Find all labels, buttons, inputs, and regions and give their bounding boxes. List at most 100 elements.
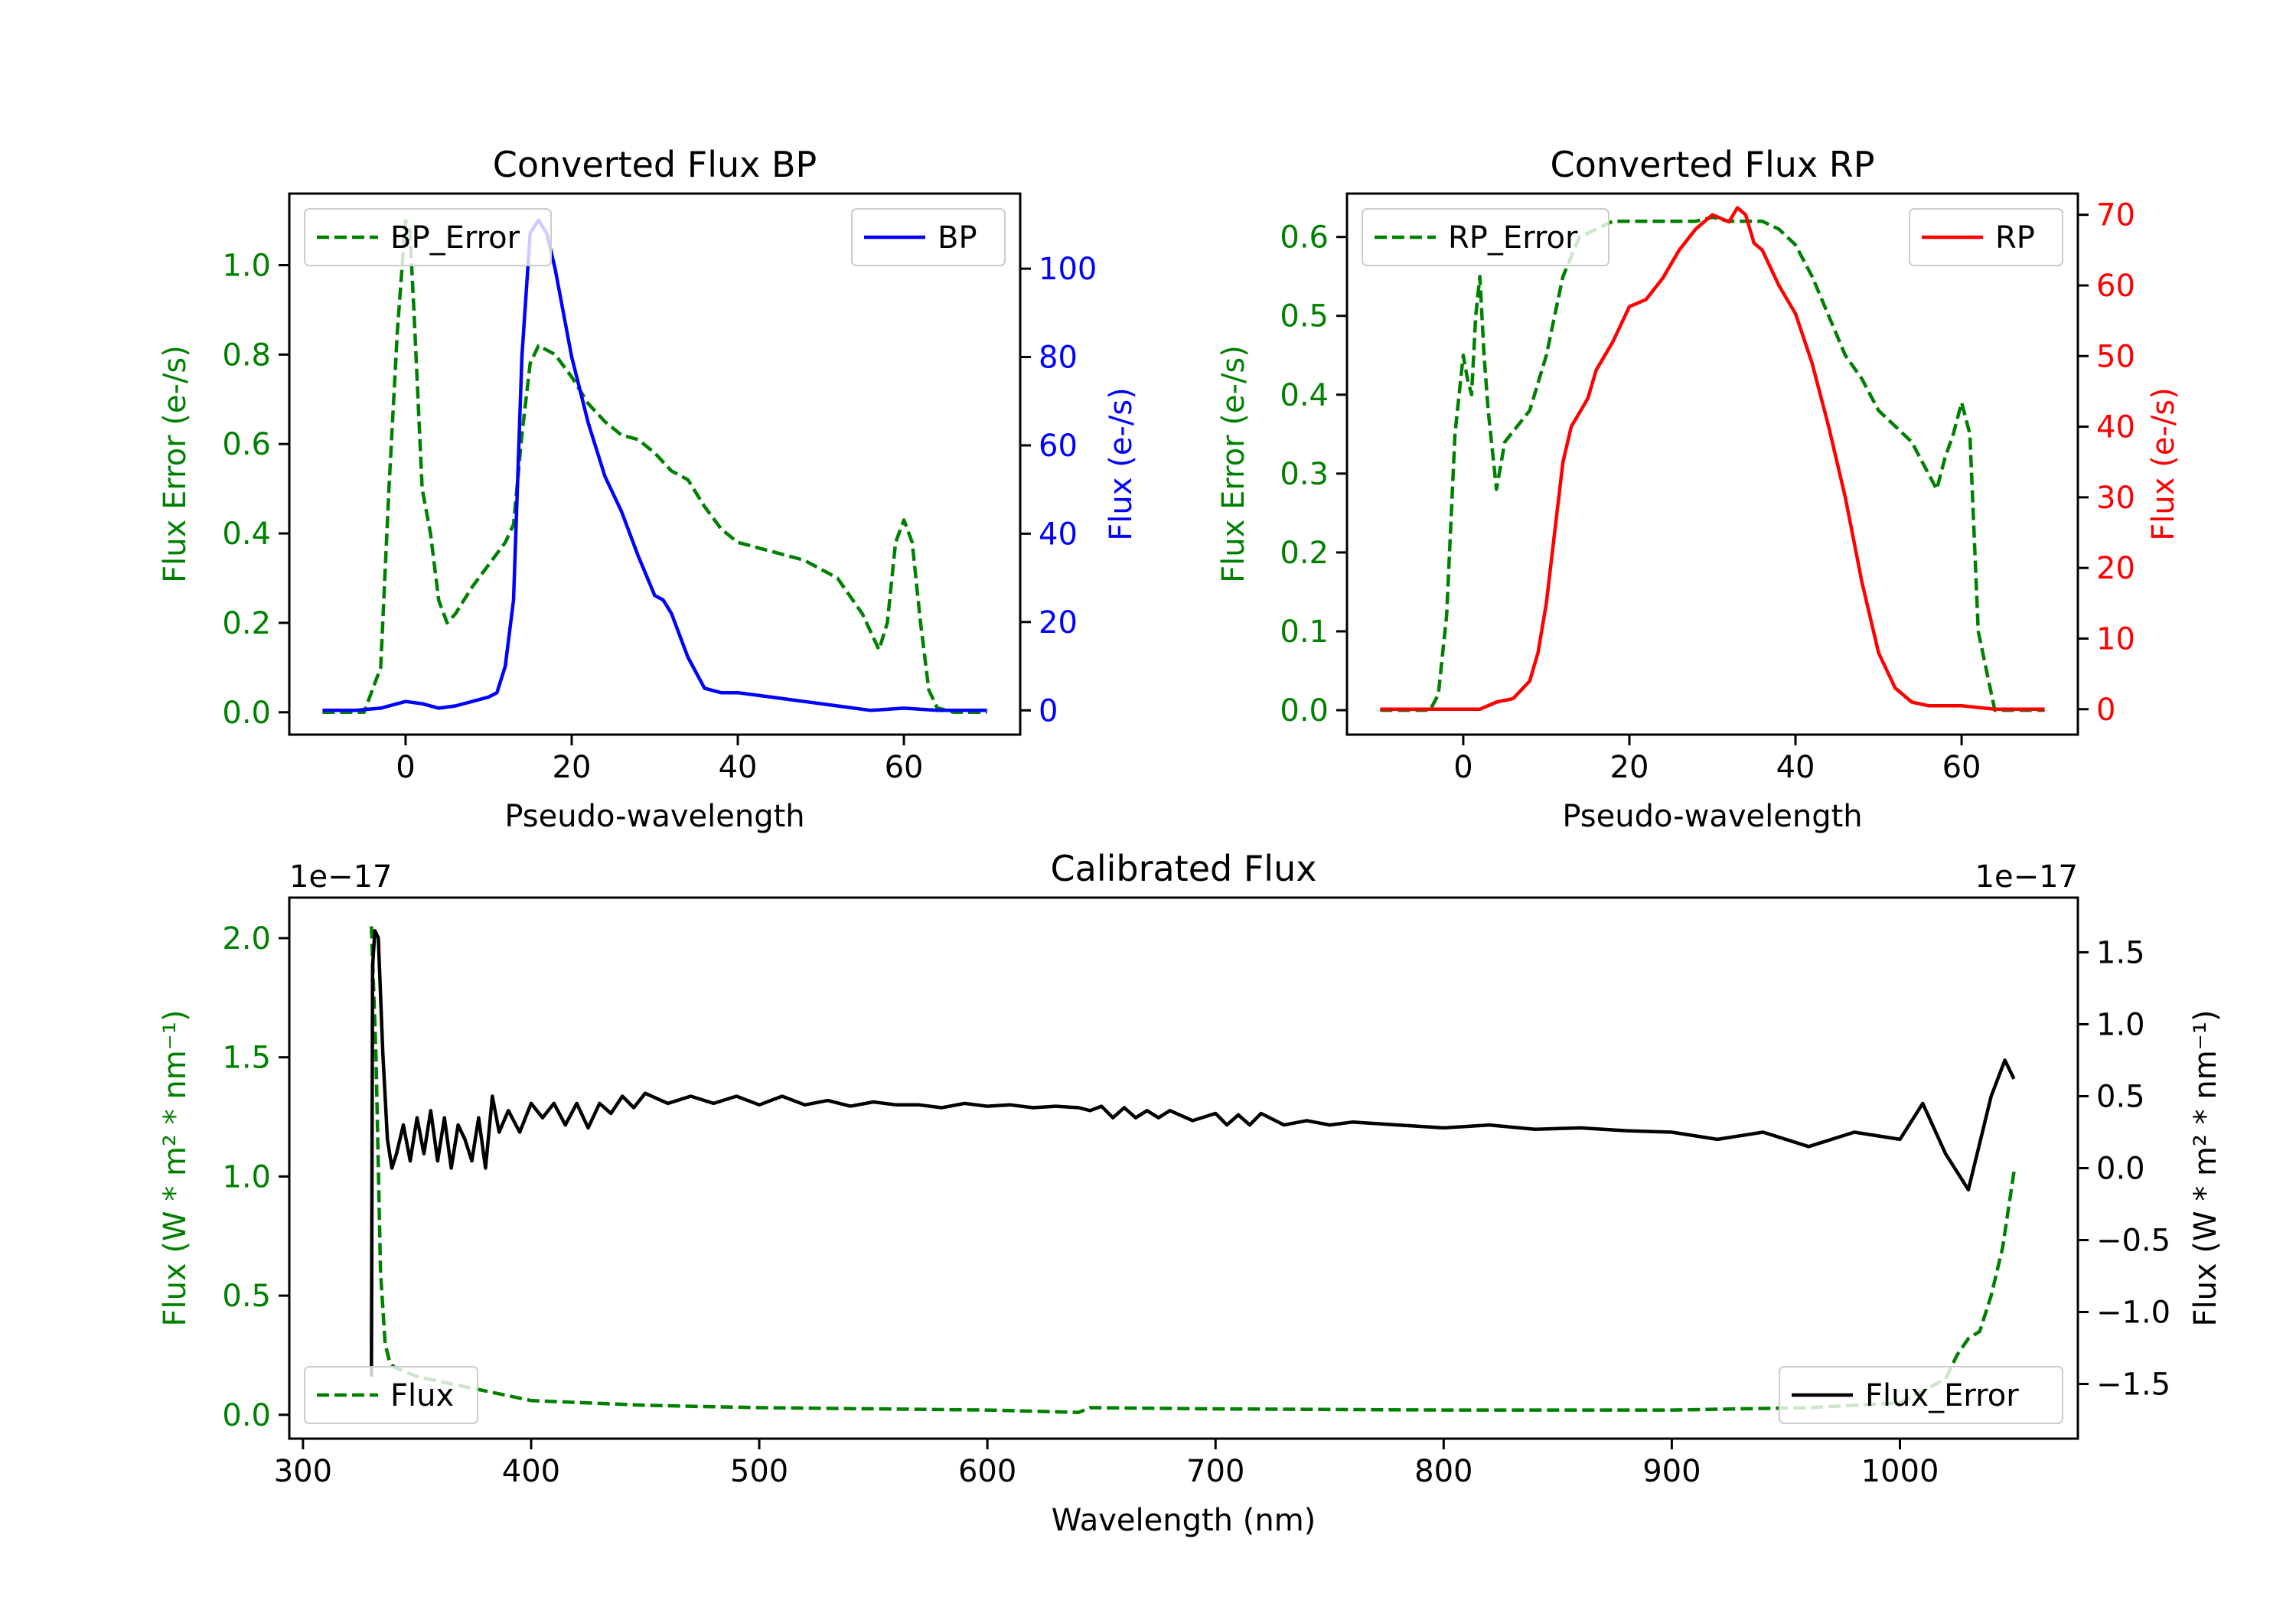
- right-y-tick-label: 0: [2096, 693, 2115, 728]
- legend-label: BP: [938, 220, 977, 256]
- left-y-tick-label: 2.0: [222, 921, 271, 957]
- right-y-axis-label: Flux (e-/s): [2146, 387, 2181, 540]
- legend-box: [1362, 208, 1609, 266]
- left-y-tick-label: 0.3: [1280, 457, 1329, 492]
- legend-bp: BP: [851, 208, 1006, 266]
- left-y-tick-label: 0.0: [222, 696, 271, 731]
- x-tick-label: 60: [885, 750, 924, 785]
- right-y-tick-label: 20: [2096, 551, 2135, 586]
- plot-frame: [288, 192, 1022, 736]
- right-y-tick-label: −1.0: [2096, 1296, 2170, 1331]
- x-tick-label: 60: [1942, 750, 1981, 785]
- x-axis-label: Pseudo-wavelength: [504, 799, 804, 834]
- legend-rp: RP: [1909, 208, 2063, 266]
- legend-label: RP_Error: [1448, 220, 1578, 256]
- right-y-tick-label: 40: [2096, 410, 2135, 445]
- series-line-flux: [370, 928, 2016, 1377]
- right-y-tick-label: 70: [2096, 198, 2135, 233]
- right-y-tick-label: 0.5: [2096, 1079, 2145, 1114]
- x-tick-label: 0: [1453, 750, 1473, 785]
- left-y-tick-label: 0.8: [222, 337, 271, 373]
- left-y-tick-label: 0.2: [1280, 536, 1329, 571]
- left-y-tick-label: 0.4: [1280, 378, 1329, 413]
- chart-title: Calibrated Flux: [1051, 848, 1317, 889]
- x-tick-label: 900: [1642, 1454, 1701, 1489]
- right-y-tick-label: −0.5: [2096, 1224, 2170, 1259]
- legend-rp-error: RP_Error: [1362, 208, 1609, 266]
- left-y-tick-label: 1.0: [222, 248, 271, 283]
- x-tick-label: 20: [1610, 750, 1649, 785]
- right-y-tick-label: 40: [1039, 517, 1078, 552]
- x-tick-label: 40: [1776, 750, 1815, 785]
- chart-title: Converted Flux RP: [1551, 144, 1875, 185]
- right-y-tick-label: −1.5: [2096, 1367, 2170, 1403]
- right-y-tick-label: 60: [1039, 429, 1078, 464]
- legend-bp-error: BP_Error: [304, 208, 552, 266]
- left-y-tick-label: 0.5: [1280, 299, 1329, 334]
- x-tick-label: 300: [274, 1454, 332, 1489]
- right-y-tick-label: 0.0: [2096, 1152, 2145, 1187]
- x-tick-label: 800: [1414, 1454, 1473, 1489]
- right-y-tick-label: 50: [2096, 339, 2135, 374]
- left-y-tick-label: 0.5: [222, 1279, 271, 1314]
- right-y-tick-label: 30: [2096, 481, 2135, 516]
- plot-frame: [1345, 192, 2079, 736]
- right-y-tick-label: 20: [1039, 605, 1078, 641]
- legend-label: Flux: [390, 1378, 454, 1413]
- left-y-tick-label: 0.4: [222, 517, 271, 552]
- chart-panel-3: 300 400 500 600 700 800 900 1000 0.0 0.5 1.0 1.5 2.0…: [158, 848, 2223, 1538]
- legend-label: Flux_Error: [1865, 1378, 2019, 1413]
- chart-panel-2: 0 20 40 60 0.0 0.1 0.2 0.3 0.4 0.5 0.6 0 10 20 30 40 50 6…: [1216, 144, 2181, 834]
- right-y-tick-label: 1.0: [2096, 1007, 2145, 1042]
- x-tick-label: 600: [958, 1454, 1016, 1489]
- left-y-tick-label: 0.2: [222, 606, 271, 641]
- legend-label: BP_Error: [390, 220, 520, 256]
- left-y-axis-label: Flux Error (e-/s): [158, 345, 193, 583]
- right-y-tick-label: 10: [2096, 621, 2135, 657]
- legend-flux-error: Flux_Error: [1779, 1366, 2063, 1424]
- legend-flux: Flux: [304, 1366, 478, 1424]
- x-axis-label: Wavelength (nm): [1052, 1503, 1316, 1538]
- series-line-flux-error: [370, 926, 2016, 1414]
- left-y-tick-label: 1.5: [222, 1041, 271, 1076]
- left-y-tick-label: 0.6: [222, 427, 271, 462]
- legend-box: [851, 208, 1006, 266]
- series-line-rp: [1380, 206, 2045, 712]
- x-tick-label: 20: [553, 750, 592, 785]
- series-line-rp-error: [1380, 215, 2045, 712]
- x-tick-label: 0: [396, 750, 415, 785]
- right-y-axis-label: Flux (W * m² * nm⁻¹): [2188, 1010, 2223, 1327]
- x-tick-label: 400: [502, 1454, 560, 1489]
- legend-box: [304, 208, 552, 266]
- right-y-tick-label: 60: [2096, 269, 2135, 304]
- x-tick-label: 1000: [1861, 1454, 1939, 1489]
- left-y-tick-label: 0.1: [1280, 614, 1329, 650]
- legend-box: [1779, 1366, 2063, 1424]
- chart-title: Converted Flux BP: [493, 144, 817, 185]
- legend-box: [304, 1366, 478, 1424]
- left-y-tick-label: 0.0: [222, 1398, 271, 1433]
- right-y-tick-label: 0: [1039, 693, 1058, 729]
- left-y-axis-label: Flux (W * m² * nm⁻¹): [158, 1010, 193, 1327]
- legend-box: [1909, 208, 2063, 266]
- left-y-tick-label: 0.0: [1280, 693, 1329, 729]
- series-line-bp-error: [322, 218, 987, 715]
- series-line-bp: [322, 218, 987, 712]
- legend-label: RP: [1995, 220, 2035, 256]
- left-y-axis-label: Flux Error (e-/s): [1216, 345, 1251, 583]
- left-y-tick-label: 0.6: [1280, 220, 1329, 256]
- right-y-tick-label: 100: [1039, 252, 1097, 287]
- right-offset-text: 1e−17: [1975, 859, 2078, 895]
- x-axis-label: Pseudo-wavelength: [1562, 799, 1862, 834]
- x-tick-label: 700: [1186, 1454, 1244, 1489]
- x-tick-label: 500: [730, 1454, 788, 1489]
- x-tick-label: 40: [719, 750, 758, 785]
- right-y-tick-label: 1.5: [2096, 935, 2145, 970]
- right-y-tick-label: 80: [1039, 341, 1078, 376]
- left-y-tick-label: 1.0: [222, 1159, 271, 1195]
- right-y-axis-label: Flux (e-/s): [1104, 387, 1139, 540]
- chart-panel-1: 0 20 40 60 0.0 0.2 0.4 0.6 0.8 1.0 0 20 40 60 80 100 Con…: [158, 144, 1139, 834]
- left-offset-text: 1e−17: [289, 859, 392, 895]
